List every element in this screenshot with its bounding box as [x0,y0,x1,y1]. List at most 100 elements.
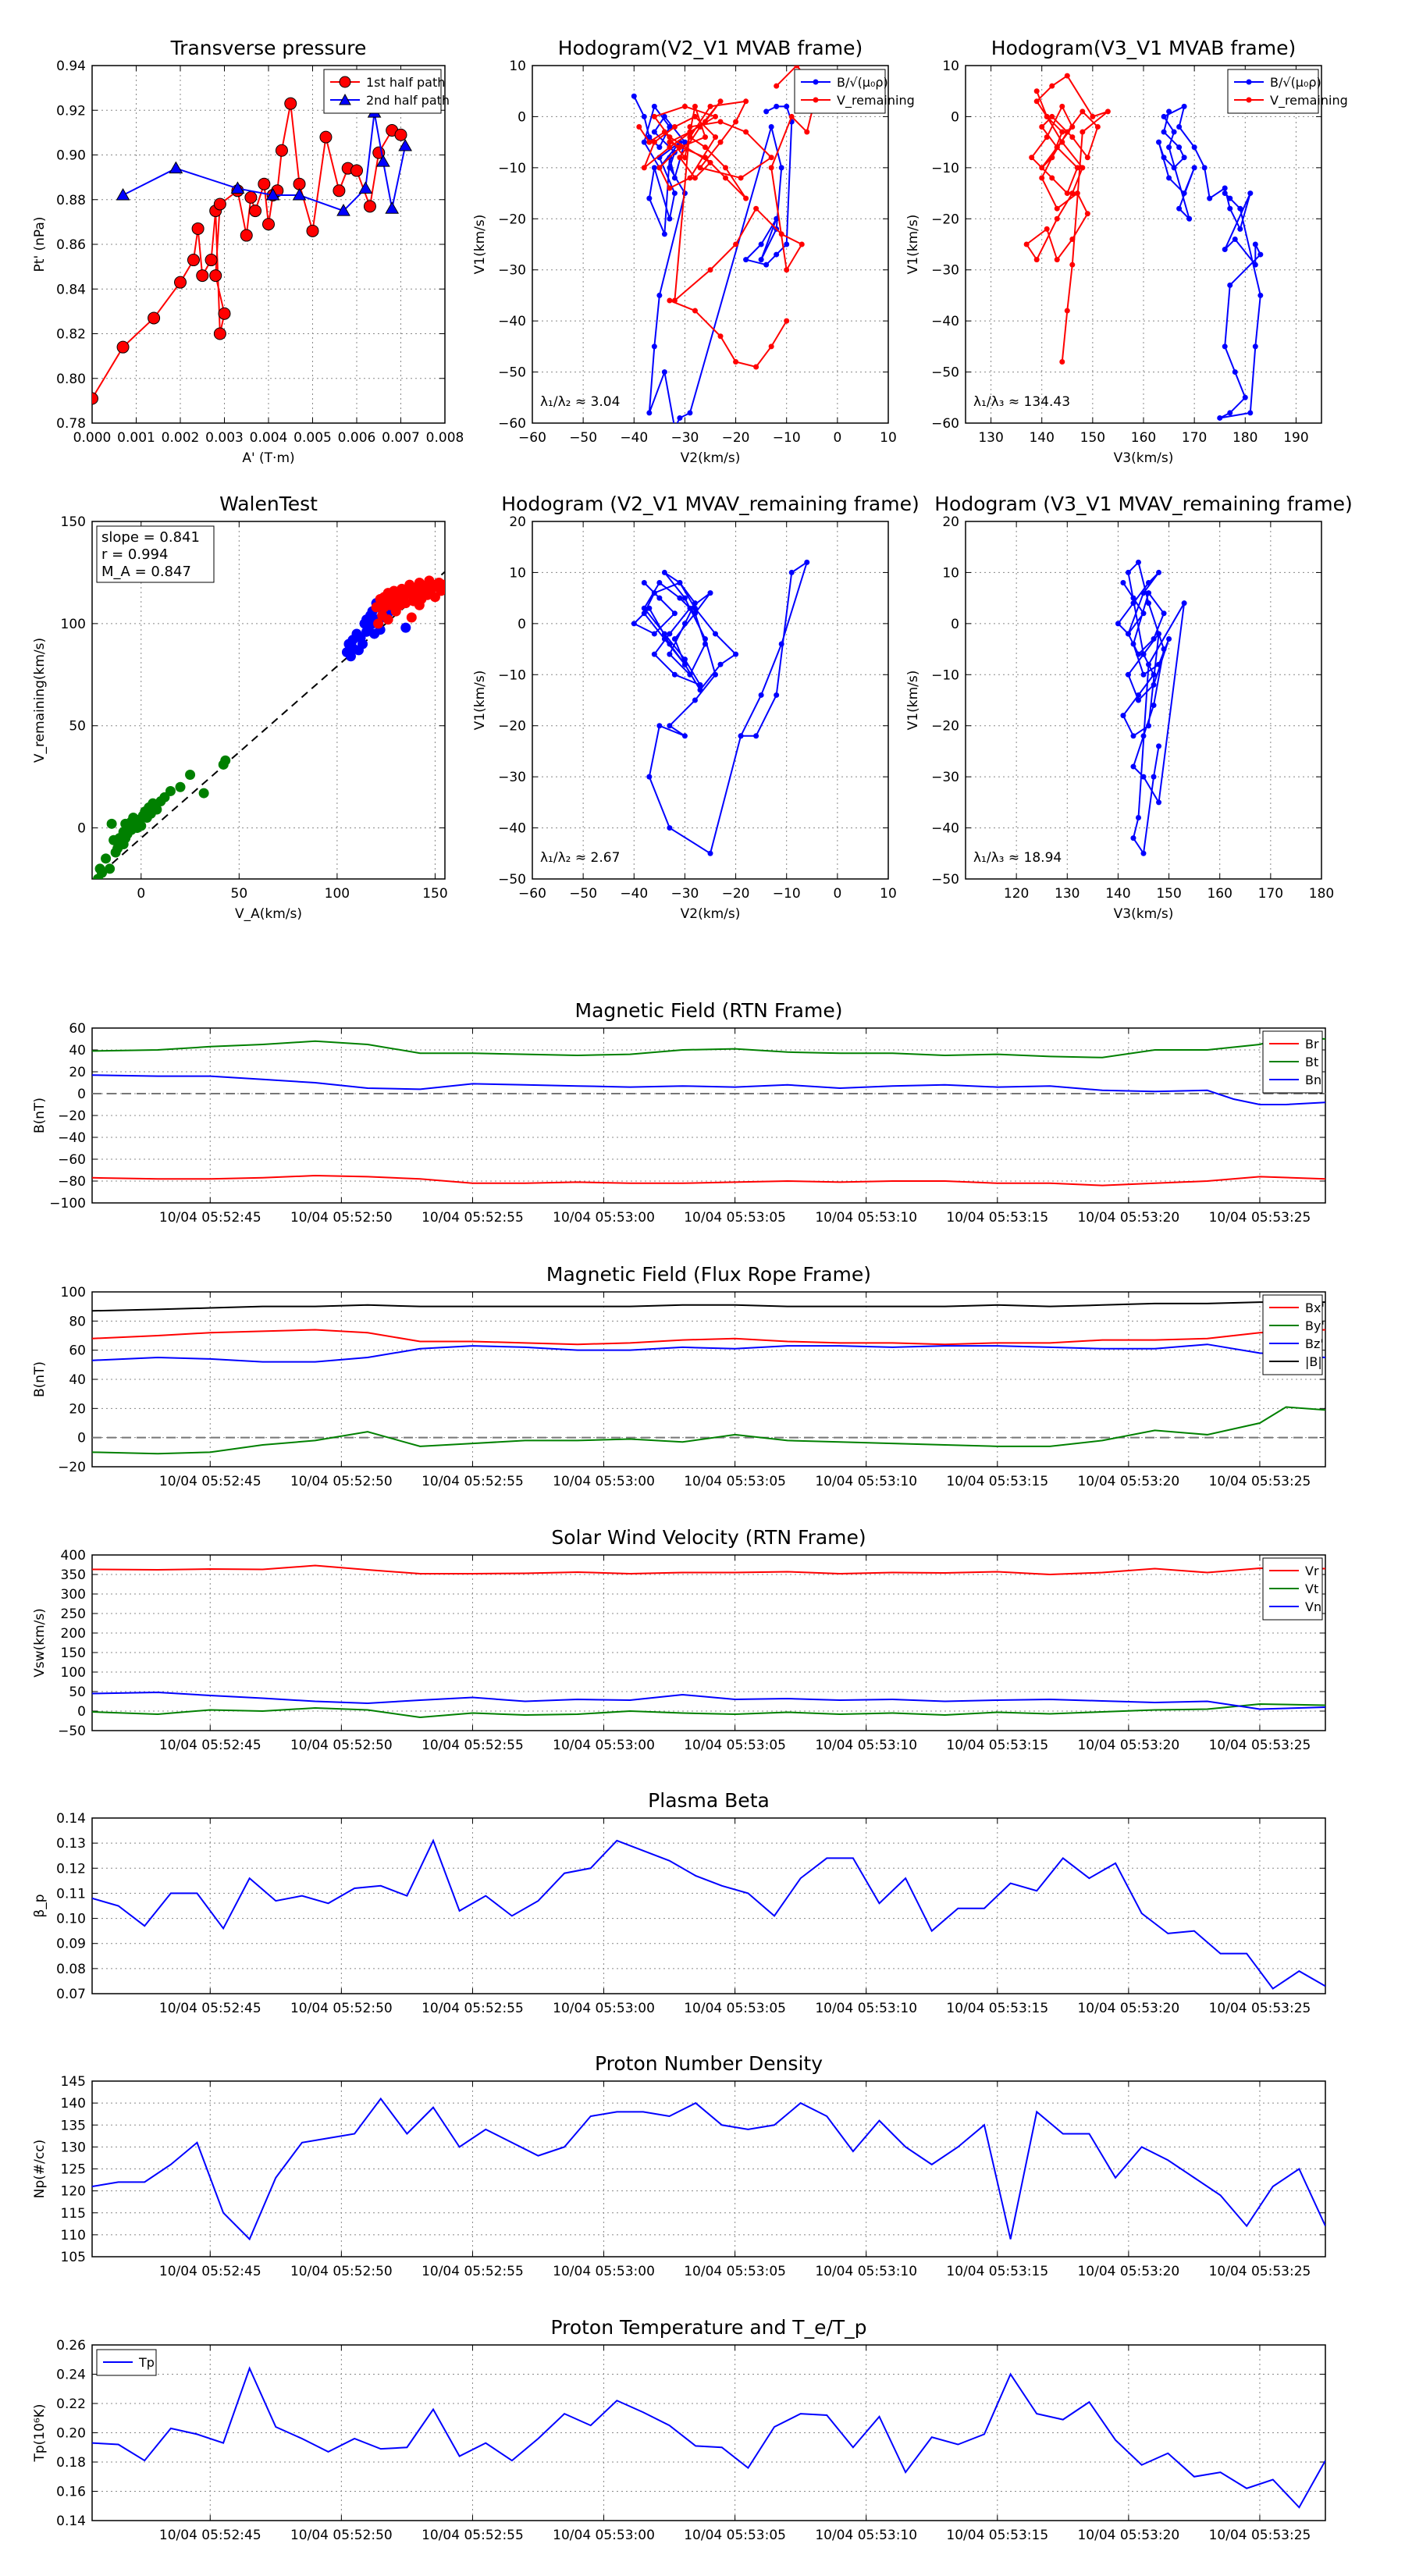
data-marker [661,129,667,135]
data-marker [641,139,647,145]
chart-hodoV12: Hodogram (V2_V1 MVAV_remaining frame) −60… [472,493,919,922]
x-tick-label: 140 [1029,430,1054,446]
data-marker [284,97,297,110]
plot-area [92,2366,1325,2509]
data-marker [681,661,688,667]
x-axis-label: V2(km/s) [681,906,741,922]
data-marker [1125,569,1131,575]
data-marker [1140,850,1147,856]
data-marker [1033,257,1040,263]
data-marker [778,165,784,171]
data-marker [667,144,673,151]
data-marker [667,297,673,304]
x-tick-label: 10/04 05:53:25 [1209,2001,1311,2016]
x-tick-label: 10/04 05:53:00 [553,1474,655,1489]
scatter-point [414,600,425,610]
data-marker [677,415,683,421]
data-marker [292,188,307,201]
chart-title: Hodogram(V3_V1 MVAB frame) [991,37,1296,59]
x-tick-label: 0.006 [338,430,376,446]
data-marker [774,692,780,698]
y-tick-label: 0 [77,1431,86,1446]
y-tick-label: 0.86 [56,237,86,253]
data-marker [763,109,770,115]
y-tick-label: 0 [77,821,86,837]
data-marker [692,103,698,109]
data-marker [778,231,784,237]
data-marker [1080,165,1086,171]
data-marker [1074,190,1080,197]
x-tick-label: −10 [773,886,801,902]
data-marker [738,733,744,739]
y-tick-label: −20 [58,1460,86,1475]
data-marker [1130,733,1136,739]
series-line [92,1301,1325,1312]
data-marker [1191,165,1197,171]
data-marker [1232,369,1238,375]
chart-hodoV13: Hodogram (V3_V1 MVAV_remaining frame) 120… [905,493,1353,922]
data-marker [707,267,713,273]
data-marker [213,197,226,211]
y-tick-label: −30 [498,770,526,785]
chart-title: Plasma Beta [648,1789,770,1812]
y-tick-label: 10 [509,59,526,74]
data-marker [636,124,642,130]
x-tick-label: 0.005 [293,430,332,446]
y-tick-label: 100 [61,1665,86,1681]
series-line [92,1691,1325,1710]
legend-box [1227,69,1319,114]
x-axis-label: A' (T·m) [242,450,294,466]
data-marker [702,155,708,161]
data-marker [363,200,376,213]
plot-area [92,97,413,405]
data-marker [1059,358,1065,365]
legend-box [794,69,886,114]
data-marker [713,134,719,141]
x-tick-label: −60 [518,430,546,446]
data-marker [1217,415,1223,421]
data-marker [1222,247,1228,253]
data-marker [692,605,698,611]
y-tick-label: 0.24 [56,2368,86,2383]
x-tick-label: 10/04 05:53:20 [1077,1210,1179,1226]
y-tick-label: 0.13 [56,1836,86,1852]
y-tick-label: 10 [942,59,959,74]
data-marker [1156,569,1162,575]
data-marker [1023,241,1030,247]
data-marker [646,410,653,416]
y-tick-label: 300 [61,1587,86,1603]
plot-area [92,1036,1325,1187]
y-tick-label: 10 [942,565,959,581]
y-tick-label: 0.82 [56,327,86,343]
chart-mag_fr: Magnetic Field (Flux Rope Frame) 10/04 05… [32,1263,1326,1489]
y-tick-label: −50 [931,365,959,381]
data-marker [723,175,729,181]
data-marker [1252,262,1258,268]
data-marker [1227,282,1233,288]
data-marker [641,165,647,171]
data-marker [758,241,764,247]
data-marker [1140,610,1147,617]
series-line [92,1564,1325,1576]
y-tick-label: −100 [49,1196,86,1212]
data-marker [651,343,657,350]
y-tick-label: 0.14 [56,2514,86,2529]
data-marker [667,185,673,191]
x-tick-label: 10/04 05:52:45 [159,1210,261,1226]
data-marker [692,610,698,617]
data-marker [681,595,688,601]
scatter-point [400,622,411,633]
legend-marker [813,97,819,103]
x-tick-label: 10/04 05:53:15 [946,1738,1048,1753]
x-tick-label: 10/04 05:53:00 [553,1210,655,1226]
y-tick-label: −10 [931,161,959,176]
data-marker [697,681,703,688]
data-marker [1130,763,1136,770]
data-marker [1176,124,1183,130]
x-tick-label: 10/04 05:52:55 [422,1738,524,1753]
y-tick-label: −40 [498,314,526,329]
data-marker [205,254,218,267]
series-line [92,2097,1325,2241]
plot-area [631,66,820,423]
x-tick-label: 0.007 [382,430,420,446]
